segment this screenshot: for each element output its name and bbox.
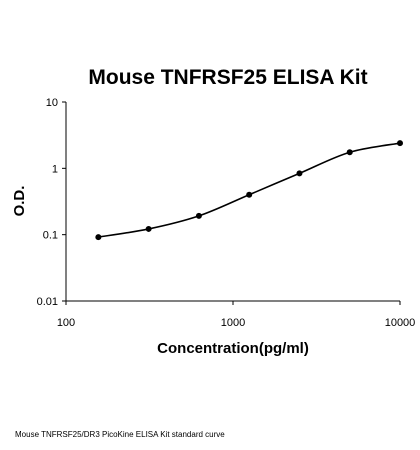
x-tick-label: 100 — [57, 317, 75, 329]
x-axis-label: Concentration(pg/ml) — [157, 340, 309, 357]
fit-curve — [98, 142, 401, 238]
y-tick-label: 0.1 — [43, 230, 58, 242]
data-points — [95, 140, 403, 241]
chart-title: Mouse TNFRSF25 ELISA Kit — [88, 66, 368, 89]
x-tick-label: 1000 — [221, 317, 245, 329]
x-tick-label: 10000 — [385, 317, 416, 329]
data-point — [346, 149, 353, 156]
y-tick-label: 1 — [52, 163, 58, 175]
data-point — [145, 225, 152, 232]
data-point — [246, 191, 253, 198]
data-point — [397, 140, 403, 147]
y-tick-label: 10 — [46, 97, 58, 109]
tick-labels: 0.01 0.1 1 10 100 1000 10000 — [37, 97, 416, 329]
data-point — [195, 212, 202, 219]
y-tick-label: 0.01 — [37, 296, 58, 308]
data-point — [95, 234, 102, 241]
ticks — [62, 101, 401, 305]
chart-caption: Mouse TNFRSF25/DR3 PicoKine ELISA Kit st… — [15, 430, 225, 439]
y-axis-label: O.D. — [11, 186, 28, 217]
data-point — [296, 170, 303, 177]
